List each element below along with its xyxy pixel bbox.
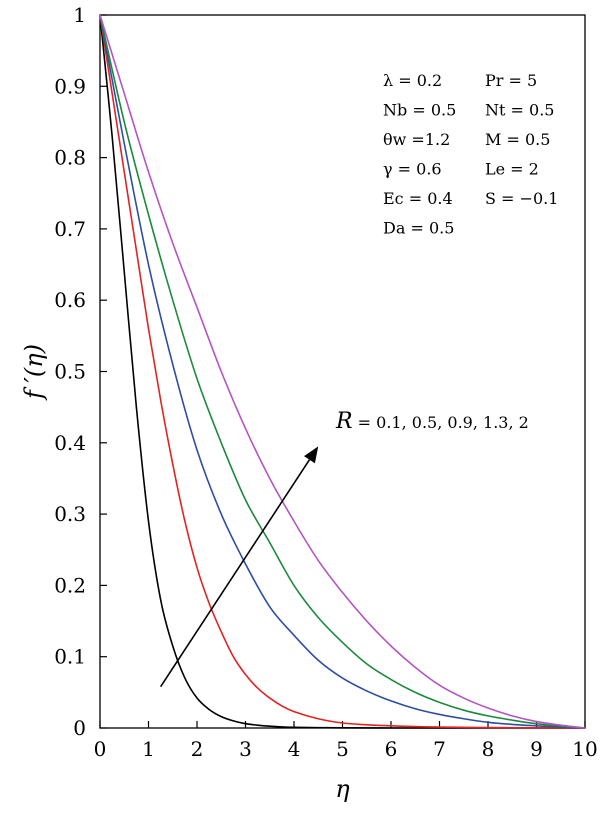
arrow-head [304, 446, 319, 464]
series-line-3 [99, 14, 586, 729]
y-tick-label: 1 [73, 3, 86, 27]
annotation-layer: λ = 0.2 Nb = 0.5 θw =1.2 γ = 0.6 Ec = 0.4 Da … [159, 71, 558, 688]
x-tick-label: 8 [482, 737, 495, 761]
y-tick-label: 0.1 [54, 645, 86, 669]
plot-frame [99, 14, 586, 729]
param-right-label: M = 0.5 [485, 130, 550, 149]
y-tick-label: 0.9 [54, 74, 86, 98]
y-tick-label: 0 [73, 716, 86, 740]
axes: 0 1 2 3 4 5 6 7 8 9 10 0 0.1 0.2 0.3 0.4 0.5 0.6 0.7 0.8 0.9… [20, 3, 598, 803]
x-tick-label: 0 [94, 737, 107, 761]
y-tick-label: 0.3 [54, 502, 86, 526]
y-tick-label: 0.8 [54, 146, 86, 170]
x-tick-label: 4 [288, 737, 301, 761]
x-tick-label: 2 [191, 737, 204, 761]
y-tick-label: 0.7 [54, 217, 86, 241]
param-left-label: θw =1.2 [383, 130, 450, 149]
param-left-label: Ec = 0.4 [383, 189, 453, 208]
arrow-shaft [159, 459, 311, 688]
y-tick-label: 0.6 [54, 288, 86, 312]
param-left-label: Da = 0.5 [383, 219, 454, 238]
param-right-label: Pr = 5 [485, 71, 537, 90]
arrow-label-values: = 0.1, 0.5, 0.9, 1.3, 2 [353, 413, 529, 432]
y-axis-title: f ′(η) [20, 344, 48, 401]
y-tick-label: 0.2 [54, 573, 86, 597]
x-tick-label: 10 [572, 737, 597, 761]
x-tick-label: 7 [433, 737, 446, 761]
arrow-label: R = 0.1, 0.5, 0.9, 1.3, 2 [335, 409, 529, 434]
y-tick-label: 0.4 [54, 431, 86, 455]
series-line-4 [99, 14, 586, 729]
x-tick-label: 6 [385, 737, 398, 761]
series-line-1 [99, 14, 586, 729]
series-line-5 [99, 14, 586, 729]
param-right-label: S = −0.1 [485, 189, 558, 208]
param-right-label: Nt = 0.5 [485, 101, 554, 120]
param-right-label: Le = 2 [485, 160, 539, 179]
param-left-label: λ = 0.2 [383, 71, 442, 90]
x-tick-label: 1 [142, 737, 155, 761]
series-line-2 [99, 14, 586, 729]
series-layer [99, 14, 586, 729]
x-axis-title: η [335, 775, 350, 803]
param-left-label: γ = 0.6 [383, 160, 442, 179]
y-tick-label: 0.5 [54, 360, 86, 384]
x-tick-label: 5 [336, 737, 349, 761]
arrow-label-symbol: R [335, 409, 353, 434]
x-tick-label: 9 [530, 737, 543, 761]
param-left-label: Nb = 0.5 [383, 101, 456, 120]
x-tick-label: 3 [239, 737, 252, 761]
